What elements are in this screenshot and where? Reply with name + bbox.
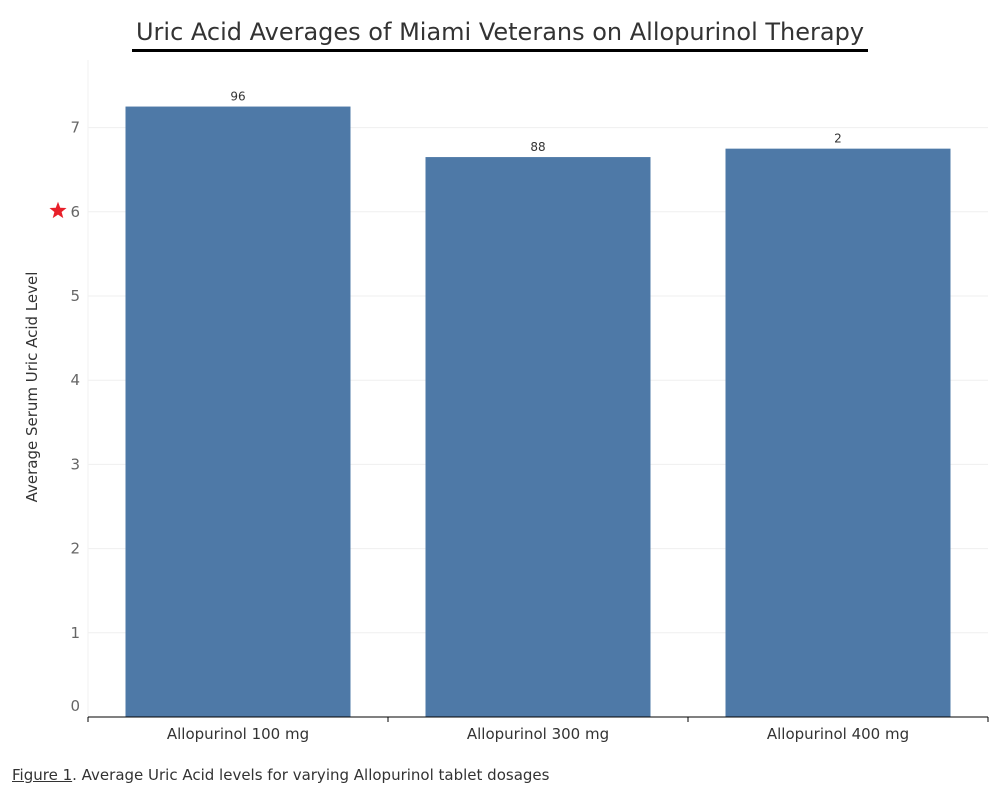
x-tick-label: Allopurinol 100 mg — [167, 725, 309, 743]
y-tick-label: 0 — [70, 697, 80, 715]
y-axis-label: Average Serum Uric Acid Level — [23, 272, 41, 503]
bar-chart: 96 88 2 0 1 2 3 4 5 6 7 Allopurinol 100 mg Allopuri… — [23, 60, 989, 743]
figure-label: Figure 1 — [12, 766, 73, 784]
chart-title-text: Uric Acid Averages of Miami Veterans on … — [131, 18, 869, 52]
y-tick-label: 5 — [70, 287, 80, 305]
y-tick-label: 6 — [70, 203, 80, 221]
x-tick-label: Allopurinol 400 mg — [767, 725, 909, 743]
bar — [725, 148, 951, 717]
y-tick-label: 4 — [70, 371, 80, 389]
bar — [125, 106, 351, 718]
bar-data-label: 96 — [230, 90, 245, 104]
y-tick-label: 3 — [70, 455, 80, 473]
y-tick-label: 2 — [70, 540, 80, 558]
figure-caption: Figure 1. Average Uric Acid levels for v… — [12, 766, 549, 784]
bar — [425, 157, 651, 717]
bar-data-label: 88 — [530, 140, 545, 154]
axes: 0 1 2 3 4 5 6 7 Allopurinol 100 mg Allopurinol 30… — [49, 60, 989, 743]
bars — [125, 106, 951, 718]
star-icon — [49, 201, 67, 219]
chart-title: Uric Acid Averages of Miami Veterans on … — [0, 18, 1000, 52]
y-tick-label: 1 — [70, 624, 80, 642]
y-tick-label: 7 — [70, 119, 80, 137]
bar-data-label: 2 — [834, 132, 842, 146]
data-labels: 96 88 2 — [230, 90, 841, 155]
x-tick-label: Allopurinol 300 mg — [467, 725, 609, 743]
figure-caption-text: . Average Uric Acid levels for varying A… — [72, 766, 550, 784]
